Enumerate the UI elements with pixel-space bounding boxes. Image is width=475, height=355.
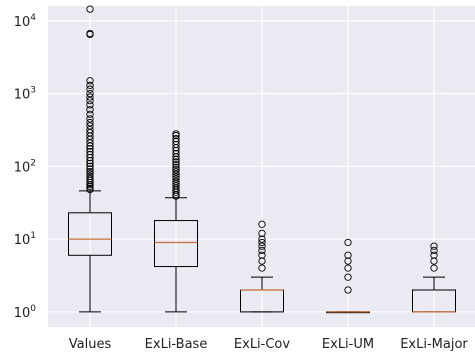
outlier-point bbox=[430, 246, 438, 255]
outlier-point bbox=[430, 251, 438, 259]
outlier-point bbox=[172, 177, 180, 186]
outlier-point bbox=[86, 85, 94, 93]
outlier-point bbox=[86, 145, 94, 153]
outlier-point bbox=[430, 257, 438, 265]
outlier-point bbox=[86, 159, 94, 168]
outlier-point bbox=[258, 235, 266, 243]
y-tick-base: 10 bbox=[14, 233, 31, 248]
outlier-point bbox=[258, 251, 266, 259]
outlier-point bbox=[172, 163, 180, 171]
outlier-point bbox=[86, 118, 94, 127]
outlier-point bbox=[258, 257, 266, 265]
outlier-point bbox=[172, 149, 180, 158]
y-tick-label: 101 bbox=[14, 231, 36, 248]
outlier-point bbox=[86, 184, 94, 192]
outlier-point bbox=[86, 122, 94, 130]
outlier-point bbox=[86, 150, 94, 159]
outlier-point bbox=[430, 242, 438, 250]
x-axis-ticks: Values ExLi-Base ExLi-Cov ExLi-UM ExLi-Major bbox=[69, 337, 469, 352]
x-tick-label: Values bbox=[69, 337, 112, 352]
outlier-point bbox=[172, 135, 180, 143]
x-tick-label: ExLi-Base bbox=[145, 337, 208, 352]
y-tick-label: 104 bbox=[14, 13, 37, 30]
y-tick-base: 10 bbox=[14, 160, 31, 175]
outlier-point bbox=[344, 251, 352, 259]
y-tick-exponent: 4 bbox=[30, 13, 36, 23]
outlier-point bbox=[172, 140, 180, 149]
outlier-point bbox=[258, 242, 266, 250]
outlier-point bbox=[344, 286, 352, 294]
outlier-point bbox=[86, 115, 94, 123]
box-3 bbox=[326, 238, 370, 314]
y-tick-exponent: 3 bbox=[30, 86, 36, 96]
outlier-point bbox=[86, 165, 94, 173]
outlier-point bbox=[258, 246, 266, 255]
iqr-box bbox=[68, 212, 112, 256]
y-tick-exponent: 0 bbox=[30, 304, 36, 314]
outlier-point bbox=[344, 238, 352, 247]
x-tick-label: ExLi-Major bbox=[400, 337, 468, 352]
outlier-point bbox=[86, 81, 94, 89]
outlier-point bbox=[86, 125, 94, 134]
outlier-point bbox=[172, 168, 180, 176]
x-tick-label: ExLi-UM bbox=[322, 337, 374, 352]
outlier-point bbox=[258, 220, 266, 228]
outlier-point bbox=[172, 175, 180, 183]
outlier-point bbox=[86, 5, 94, 13]
y-tick-label: 100 bbox=[14, 304, 37, 321]
y-tick-label: 103 bbox=[14, 86, 36, 103]
outlier-point bbox=[172, 166, 180, 174]
outlier-point bbox=[86, 172, 94, 180]
y-tick-exponent: 1 bbox=[30, 231, 36, 241]
outlier-point bbox=[172, 170, 180, 178]
y-tick-base: 10 bbox=[14, 88, 31, 103]
y-tick-label: 102 bbox=[14, 158, 36, 175]
outlier-point bbox=[172, 161, 180, 169]
boxes bbox=[68, 5, 456, 314]
iqr-box bbox=[154, 220, 198, 268]
outlier-point bbox=[258, 238, 266, 247]
outlier-point bbox=[344, 264, 352, 272]
box-0 bbox=[68, 5, 112, 313]
box-1 bbox=[154, 130, 198, 313]
outlier-point bbox=[86, 170, 94, 178]
outlier-point bbox=[86, 97, 94, 105]
outlier-point bbox=[86, 29, 94, 38]
outlier-point bbox=[86, 106, 94, 114]
y-tick-base: 10 bbox=[14, 306, 31, 321]
outlier-point bbox=[172, 158, 180, 166]
outlier-point bbox=[86, 167, 94, 176]
outlier-point bbox=[86, 174, 94, 183]
outlier-point bbox=[258, 264, 266, 272]
box-2 bbox=[240, 220, 284, 313]
outlier-point bbox=[172, 137, 180, 146]
outlier-point bbox=[430, 264, 438, 272]
box-4 bbox=[412, 242, 456, 313]
outlier-point bbox=[172, 173, 180, 181]
outlier-point bbox=[86, 93, 94, 101]
outlier-point bbox=[172, 130, 180, 138]
outlier-point bbox=[258, 229, 266, 238]
outlier-point bbox=[172, 155, 180, 163]
y-tick-exponent: 2 bbox=[30, 158, 36, 168]
outlier-point bbox=[86, 162, 94, 171]
outlier-point bbox=[86, 89, 94, 98]
outlier-point bbox=[86, 77, 94, 85]
outlier-point bbox=[86, 110, 94, 118]
outlier-point bbox=[344, 257, 352, 265]
outlier-point bbox=[86, 101, 94, 109]
x-tick-label: ExLi-Cov bbox=[234, 337, 290, 352]
y-tick-base: 10 bbox=[14, 15, 31, 30]
outlier-point bbox=[344, 273, 352, 281]
outlier-point bbox=[86, 147, 94, 156]
